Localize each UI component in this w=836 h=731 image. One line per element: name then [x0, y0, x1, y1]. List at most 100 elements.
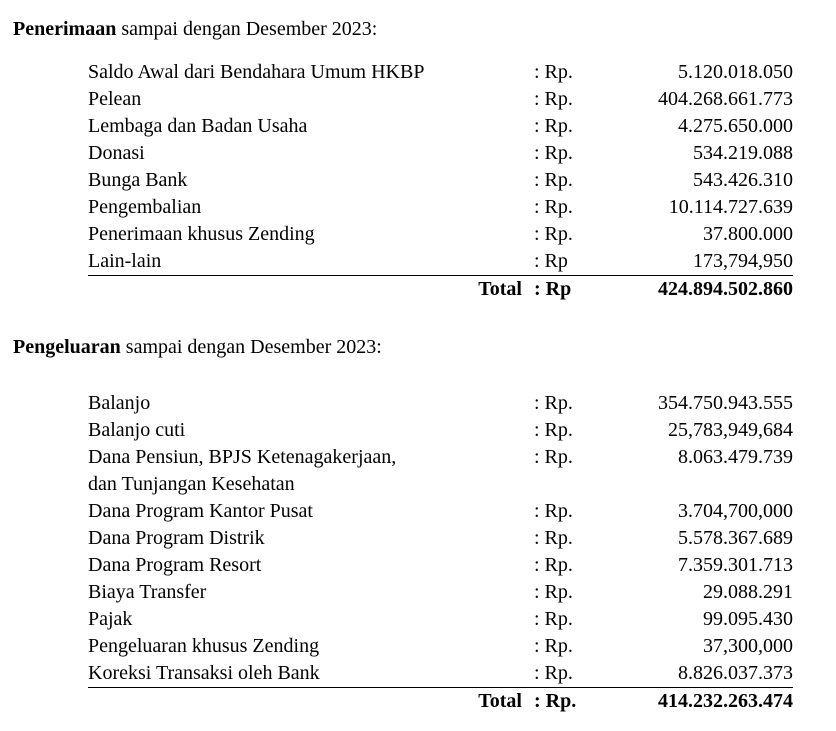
table-row: Dana Program Distrik : Rp. 5.578.367.689 — [88, 525, 793, 552]
currency-prefix: : Rp. — [534, 61, 573, 83]
row-label: Lain-lain — [88, 248, 534, 275]
row-label: Dana Program Kantor Pusat — [88, 498, 534, 525]
row-amount: 8.063.479.739 — [678, 446, 793, 468]
penerimaan-heading-rest: sampai dengan Desember 2023: — [116, 18, 378, 40]
row-amount: 354.750.943.555 — [658, 392, 793, 414]
row-amount: 5.578.367.689 — [678, 527, 793, 549]
currency-prefix: : Rp — [534, 250, 568, 272]
table-row: Pajak: Rp. 99.095.430 — [88, 606, 793, 633]
row-label: Saldo Awal dari Bendahara Umum HKBP — [88, 59, 534, 86]
currency-prefix: : Rp. — [534, 446, 573, 468]
table-row: Saldo Awal dari Bendahara Umum HKBP : Rp.… — [88, 59, 793, 86]
row-label: Donasi — [88, 140, 534, 167]
pengeluaran-heading-term: Pengeluaran — [13, 336, 121, 358]
row-amount: 99.095.430 — [703, 608, 793, 630]
penerimaan-heading-term: Penerimaan — [13, 18, 117, 40]
total-row: Total : Rp. 414.232.263.474 — [88, 688, 793, 715]
currency-prefix: : Rp. — [534, 223, 573, 245]
row-amount: 4.275.650.000 — [678, 115, 793, 137]
currency-prefix: : Rp. — [534, 662, 573, 684]
table-row: Dana Program Resort: Rp. 7.359.301.713 — [88, 552, 793, 579]
table-row: Koreksi Transaksi oleh Bank : Rp. 8.826.03… — [88, 660, 793, 688]
table-row: Dana Program Kantor Pusat: Rp. 3.704,700,… — [88, 498, 793, 525]
row-amount: 8.826.037.373 — [678, 662, 793, 684]
table-row: Biaya Transfer : Rp. 29.088.291 — [88, 579, 793, 606]
currency-prefix: : Rp. — [534, 419, 573, 441]
table-row: Pengembalian : Rp. 10.114.727.639 — [88, 194, 793, 221]
pengeluaran-heading-rest: sampai dengan Desember 2023: — [120, 336, 382, 358]
section-penerimaan: Penerimaan sampai dengan Desember 2023: … — [13, 15, 822, 303]
total-currency-prefix: : Rp — [534, 278, 572, 300]
row-label: Dana Pensiun, BPJS Ketenagakerjaan, dan T… — [88, 444, 534, 498]
row-label-line1: Penerimaan khusus Zending — [88, 223, 315, 245]
row-label: Penerimaan khusus Zending — [88, 221, 534, 248]
row-amount: 404.268.661.773 — [658, 88, 793, 110]
row-label: Lembaga dan Badan Usaha — [88, 113, 534, 140]
row-label-line1: Balanjo cuti — [88, 419, 186, 441]
row-label-line1: Pajak — [88, 608, 133, 630]
row-label-line2: dan Tunjangan Kesehatan — [88, 473, 295, 495]
row-label: Koreksi Transaksi oleh Bank — [88, 660, 534, 687]
row-label-line1: Lembaga dan Badan Usaha — [88, 115, 308, 137]
row-amount: 173,794,950 — [693, 250, 793, 272]
row-label: Balanjo — [88, 390, 534, 417]
pengeluaran-heading: Pengeluaran sampai dengan Desember 2023: — [13, 333, 822, 361]
total-currency-prefix: : Rp. — [534, 690, 577, 712]
currency-prefix: : Rp. — [534, 196, 573, 218]
row-label-line1: Koreksi Transaksi oleh Bank — [88, 662, 320, 684]
total-amount: 414.232.263.474 — [658, 690, 793, 712]
table-row: Balanjo : Rp. 354.750.943.555 — [88, 390, 793, 417]
row-label: Pengeluaran khusus Zending — [88, 633, 534, 660]
row-label-line1: Dana Program Kantor Pusat — [88, 500, 313, 522]
section-pengeluaran: Pengeluaran sampai dengan Desember 2023:… — [13, 333, 822, 715]
row-label-line1: Pengeluaran khusus Zending — [88, 635, 320, 657]
row-label-line1: Biaya Transfer — [88, 581, 207, 603]
row-label: Dana Program Distrik — [88, 525, 534, 552]
table-row: Pelean: Rp. 404.268.661.773 — [88, 86, 793, 113]
row-label-line1: Pengembalian — [88, 196, 202, 218]
currency-prefix: : Rp. — [534, 581, 573, 603]
row-label: Pelean — [88, 86, 534, 113]
total-amount: 424.894.502.860 — [658, 278, 793, 300]
table-row: Dana Pensiun, BPJS Ketenagakerjaan, dan T… — [88, 444, 793, 498]
table-row: Balanjo cuti: Rp. 25,783,949,684 — [88, 417, 793, 444]
table-row: Donasi : Rp. 534.219.088 — [88, 140, 793, 167]
row-label-line1: Pelean — [88, 88, 142, 110]
row-label: Pengembalian — [88, 194, 534, 221]
table-row: Pengeluaran khusus Zending : Rp. 37,300,00… — [88, 633, 793, 660]
row-label: Biaya Transfer — [88, 579, 534, 606]
row-amount: 543.426.310 — [693, 169, 793, 191]
currency-prefix: : Rp. — [534, 142, 573, 164]
row-label: Balanjo cuti — [88, 417, 534, 444]
row-label-line1: Lain-lain — [88, 250, 162, 272]
row-amount: 10.114.727.639 — [668, 196, 793, 218]
row-label: Dana Program Resort — [88, 552, 534, 579]
row-amount: 29.088.291 — [703, 581, 793, 603]
currency-prefix: : Rp. — [534, 115, 573, 137]
penerimaan-table: Saldo Awal dari Bendahara Umum HKBP : Rp.… — [88, 59, 793, 303]
row-label-line1: Saldo Awal dari Bendahara Umum HKBP — [88, 61, 425, 83]
currency-prefix: : Rp. — [534, 554, 573, 576]
row-amount: 37,300,000 — [703, 635, 793, 657]
currency-prefix: : Rp. — [534, 392, 573, 414]
row-label: Pajak — [88, 606, 534, 633]
total-label: Total — [478, 278, 522, 300]
row-amount: 5.120.018.050 — [678, 61, 793, 83]
row-label-line1: Dana Pensiun, BPJS Ketenagakerjaan, — [88, 446, 397, 468]
row-label-line1: Donasi — [88, 142, 145, 164]
table-row: Lain-lain : Rp 173,794,950 — [88, 248, 793, 276]
row-label-line1: Dana Program Distrik — [88, 527, 265, 549]
currency-prefix: : Rp. — [534, 527, 573, 549]
row-label: Bunga Bank — [88, 167, 534, 194]
row-label-line1: Balanjo — [88, 392, 151, 414]
table-row: Penerimaan khusus Zending: Rp. 37.800.000 — [88, 221, 793, 248]
currency-prefix: : Rp. — [534, 500, 573, 522]
row-label-line1: Dana Program Resort — [88, 554, 262, 576]
row-amount: 534.219.088 — [693, 142, 793, 164]
currency-prefix: : Rp. — [534, 169, 573, 191]
total-label: Total — [478, 690, 522, 712]
currency-prefix: : Rp. — [534, 635, 573, 657]
row-label-line1: Bunga Bank — [88, 169, 188, 191]
